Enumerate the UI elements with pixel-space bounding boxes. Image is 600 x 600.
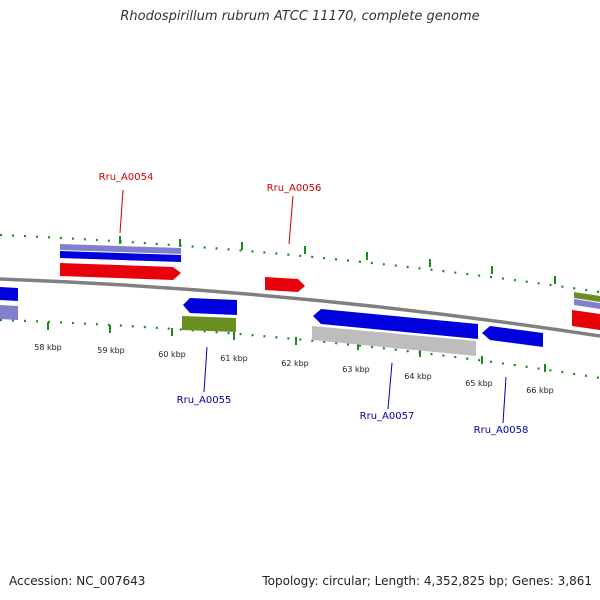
scale-label: 62 kbp: [281, 359, 309, 368]
gene-label-rru-a0057: Rru_A0057: [360, 411, 415, 422]
gene-label-rru-a0055: Rru_A0055: [177, 395, 232, 406]
outer-tick-ring: [0, 233, 600, 294]
scale-label: 59 kbp: [97, 346, 125, 355]
gene-label-rru-a0054: Rru_A0054: [99, 172, 154, 183]
scale-label: 66 kbp: [526, 386, 554, 395]
gene-label-rru-a0056: Rru_A0056: [267, 183, 322, 194]
gene-arrow-rru-a0058: [482, 326, 543, 347]
gene-arrow-rru-a0055: [183, 298, 237, 315]
scale-label: 58 kbp: [34, 343, 62, 352]
gene-arrow-left-edge: [0, 287, 18, 301]
olive-feature-a0055: [182, 316, 236, 332]
label-leaders: [119, 189, 507, 424]
olive-feature-right-edge: [574, 292, 600, 302]
scale-label: 63 kbp: [342, 365, 370, 374]
blast-hit-bar: [60, 251, 181, 262]
minus-strand-features: [0, 287, 543, 356]
blast-hit-left-edge: [0, 305, 18, 320]
blast-hit-bar: [60, 244, 181, 254]
gene-arrow-rru-a0057: [313, 309, 478, 339]
gene-arrow-right-edge: [572, 310, 600, 330]
genome-stats-text: Topology: circular; Length: 4,352,825 bp…: [262, 574, 592, 588]
gene-arrow-rru-a0054: [60, 263, 181, 280]
scale-labels: 58 kbp 59 kbp 60 kbp 61 kbp 62 kbp 63 kb…: [34, 343, 554, 395]
scale-label: 60 kbp: [158, 350, 186, 359]
gene-label-rru-a0058: Rru_A0058: [474, 425, 529, 436]
plus-strand-features: [60, 244, 600, 330]
scale-label: 65 kbp: [465, 379, 493, 388]
map-title: Rhodospirillum rubrum ATCC 11170, comple…: [120, 9, 480, 24]
grey-feature-a0057: [312, 326, 476, 356]
accession-text: Accession: NC_007643: [9, 574, 146, 588]
gene-arrow-rru-a0056: [265, 277, 305, 292]
genome-backbone: [0, 277, 600, 338]
blast-hit-right-edge: [574, 299, 600, 309]
scale-label: 61 kbp: [220, 354, 248, 363]
scale-label: 64 kbp: [404, 372, 432, 381]
